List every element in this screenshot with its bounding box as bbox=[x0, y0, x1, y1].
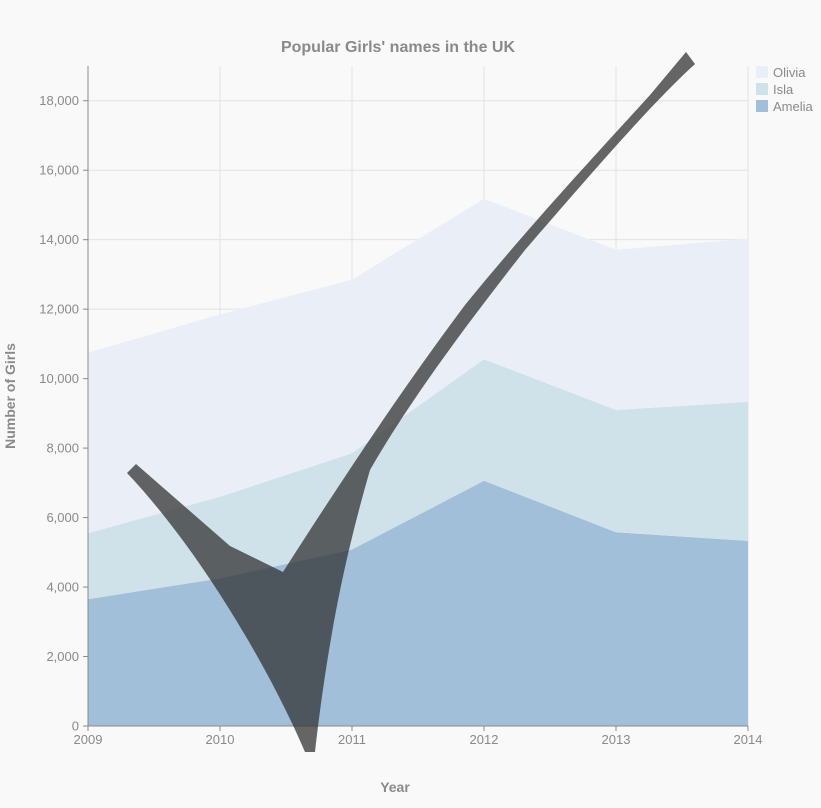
x-axis-title: Year bbox=[380, 779, 410, 795]
legend-swatch bbox=[756, 100, 768, 112]
x-tick-label: 2011 bbox=[338, 732, 366, 747]
legend[interactable]: Olivia Isla Amelia bbox=[756, 65, 814, 114]
y-tick-label: 12,000 bbox=[39, 302, 79, 317]
y-tick-label: 16,000 bbox=[39, 163, 79, 178]
legend-swatch bbox=[756, 83, 768, 95]
x-tick-label: 2012 bbox=[470, 732, 499, 747]
y-tick-label: 18,000 bbox=[39, 93, 79, 108]
x-tick-label: 2009 bbox=[74, 732, 103, 747]
axes bbox=[87, 66, 748, 727]
legend-label: Olivia bbox=[773, 65, 806, 80]
y-tick-label: 6,000 bbox=[46, 510, 79, 525]
area-series-isla[interactable] bbox=[88, 359, 748, 600]
y-tick-label: 4,000 bbox=[46, 580, 79, 595]
checkmark-shape bbox=[127, 52, 695, 752]
y-tick-label: 8,000 bbox=[46, 441, 79, 456]
area-series-amelia[interactable] bbox=[88, 480, 748, 726]
y-tick-label: 0 bbox=[72, 719, 79, 734]
legend-item-amelia[interactable]: Amelia bbox=[756, 99, 814, 114]
x-tick-label: 2013 bbox=[602, 732, 631, 747]
x-tick-label: 2010 bbox=[206, 732, 235, 747]
y-tick-label: 2,000 bbox=[46, 649, 79, 664]
area-series-olivia[interactable] bbox=[88, 198, 748, 534]
legend-label: Isla bbox=[773, 82, 794, 97]
chart-title: Popular Girls' names in the UK bbox=[281, 39, 516, 56]
x-axis-ticks: 2009 2010 2011 2012 2013 2014 bbox=[74, 726, 763, 747]
x-tick-label: 2014 bbox=[734, 732, 763, 747]
series-areas bbox=[88, 198, 748, 726]
y-tick-label: 10,000 bbox=[39, 371, 79, 386]
y-axis-ticks: 0 2,000 4,000 6,000 8,000 10,000 12,000 14,000 1… bbox=[39, 93, 88, 734]
checkmark-overlay bbox=[127, 52, 695, 752]
legend-item-olivia[interactable]: Olivia bbox=[756, 65, 806, 80]
legend-swatch bbox=[756, 66, 768, 78]
legend-item-isla[interactable]: Isla bbox=[756, 82, 794, 97]
y-tick-label: 14,000 bbox=[39, 232, 79, 247]
legend-label: Amelia bbox=[773, 99, 814, 114]
y-axis-title: Number of Girls bbox=[2, 343, 18, 449]
